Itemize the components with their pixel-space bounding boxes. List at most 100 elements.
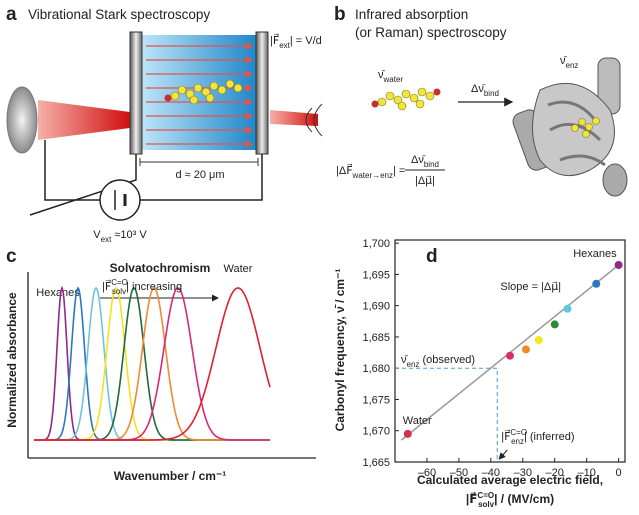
text-part: |F⃗ — [270, 33, 279, 47]
text-part: V — [93, 229, 101, 241]
label: Δν̄bind — [411, 154, 439, 169]
data-point — [521, 345, 530, 354]
axes — [27, 272, 316, 459]
y-tick-label: 1,680 — [362, 363, 390, 375]
curve-label: Water — [224, 263, 253, 275]
denominator: |Δμ⃗| — [415, 175, 435, 187]
plot-frame — [394, 239, 626, 463]
spectrum-curve — [34, 286, 270, 441]
panel-title: Infrared absorption — [355, 7, 468, 22]
label: |F⃗C=O enz| (inferred) — [501, 428, 574, 446]
distance-label: d ≈ 20 μm — [175, 169, 224, 181]
y-tick-label: 1,685 — [362, 332, 390, 344]
scatter-chart: 1,665 1,670 1,675 1,680 1,685 1,690 1,695 1,700… — [362, 238, 626, 509]
subscript: enz — [511, 437, 524, 446]
data-point — [506, 351, 514, 360]
x-tick-label: –20 — [546, 467, 564, 479]
panel-letter: c — [6, 246, 17, 267]
text-part: |ΔF⃗ — [336, 163, 353, 177]
y-tick-label: 1,695 — [362, 269, 390, 281]
pointer-arrow — [498, 449, 508, 460]
text-part: Δν̄ — [471, 83, 486, 95]
superscript: C=O — [510, 428, 527, 437]
x-tick-label: –30 — [514, 467, 532, 479]
y-axis-title: Normalized absorbance — [5, 292, 19, 428]
subscript: solv — [112, 287, 126, 296]
data-point — [614, 261, 623, 270]
panel-letter: b — [334, 4, 346, 25]
data-point — [403, 429, 412, 438]
text-part: | = — [393, 165, 405, 177]
subscript: solv — [478, 500, 495, 509]
subscript: bind — [424, 160, 439, 169]
data-point — [550, 320, 559, 329]
y-tick-label: 1,670 — [362, 426, 390, 438]
x-tick-label: –10 — [577, 467, 595, 479]
panel-letter: a — [6, 4, 17, 25]
panel-title: Vibrational Stark spectroscopy — [28, 7, 210, 22]
subscript: water→enz — [352, 171, 393, 180]
data-point — [563, 304, 572, 313]
label: ν̄enz — [560, 55, 578, 70]
subscript: water — [383, 75, 404, 84]
text-part: |F⃗ — [466, 492, 478, 506]
spectrum-curve — [34, 286, 270, 441]
guide-line — [395, 367, 498, 462]
x-axis-title: Calculated average electric field, — [417, 473, 603, 487]
panel-title: Solvatochromism — [110, 261, 211, 275]
spectrum-curve — [34, 286, 270, 441]
subscript: ext — [101, 235, 112, 244]
text-part: | (inferred) — [524, 431, 575, 443]
stark-diagram — [6, 31, 323, 221]
data-point — [534, 336, 543, 345]
y-axis-title: Carbonyl frequency, ν̄ / cm⁻¹ — [333, 269, 347, 432]
x-tick-label: –40 — [482, 467, 500, 479]
spectrum-curve — [34, 285, 270, 441]
annotation: Slope = |Δμ⃗| — [500, 281, 561, 293]
text-part: | increasing — [126, 281, 182, 293]
label: |ΔF⃗water→enz| = — [336, 163, 405, 180]
y-tick-label: 1,665 — [362, 457, 390, 469]
y-tick-label: 1,690 — [362, 301, 390, 313]
spectra — [34, 285, 271, 441]
text-part: (observed) — [419, 354, 475, 366]
annotation: Water — [403, 415, 432, 427]
subscript: ext — [279, 41, 290, 50]
data-point — [592, 279, 601, 288]
curve-label: Hexanes — [36, 287, 80, 299]
x-tick-label: –50 — [450, 467, 468, 479]
superscript: C=O — [477, 491, 494, 500]
label: ν̄enz (observed) — [401, 354, 475, 369]
annotation: Hexanes — [573, 248, 617, 260]
text-part: ν̄ — [560, 55, 568, 67]
text-part: ν̄ — [378, 69, 386, 81]
text-part: ≈10³ V — [111, 229, 147, 241]
enzyme-diagram — [371, 57, 628, 197]
text-part: ν̄ — [401, 354, 409, 366]
x-tick-label: 0 — [616, 467, 622, 479]
label: Δν̄bind — [471, 83, 499, 98]
y-tick-label: 1,675 — [362, 394, 390, 406]
subscript: enz — [566, 61, 579, 70]
spectrum-curve — [34, 287, 271, 441]
label: |F⃗C=O solv| increasing — [102, 278, 182, 296]
y-tick-label: 1,700 — [362, 238, 390, 250]
subscript: enz — [407, 360, 420, 369]
label: Vext ≈10³ V — [93, 229, 147, 244]
panel-title: (or Raman) spectroscopy — [355, 25, 507, 40]
text-part: Δν̄ — [411, 154, 426, 166]
panel-letter: d — [426, 246, 438, 267]
spectrum-curve — [34, 287, 270, 441]
superscript: C=O — [111, 278, 128, 287]
text-part: | / (MV/cm) — [494, 492, 554, 506]
text-part: | = V/d — [290, 35, 322, 47]
subscript: bind — [484, 89, 499, 98]
text-part: |F⃗ — [102, 279, 111, 293]
text-part: |F⃗ — [501, 429, 510, 443]
spectrum-curve — [34, 287, 270, 441]
x-tick-label: –60 — [418, 467, 436, 479]
label: ν̄water — [378, 69, 403, 84]
label: |F⃗ext| = V/d — [270, 33, 322, 50]
